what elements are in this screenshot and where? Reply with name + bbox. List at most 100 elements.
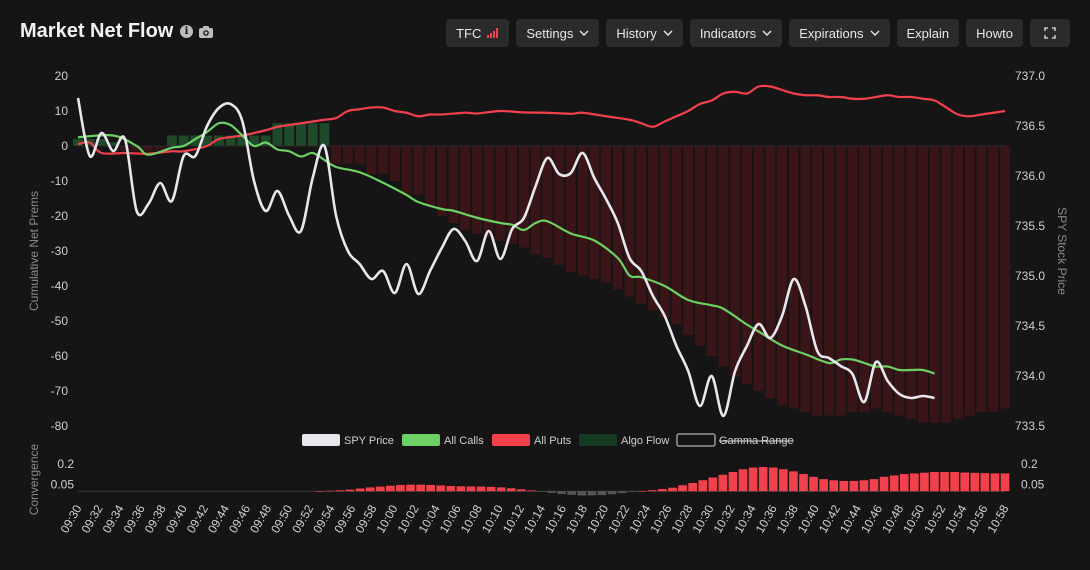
convergence-bar xyxy=(557,491,566,494)
algo-flow-bar xyxy=(354,146,365,164)
convergence-bar xyxy=(909,473,919,492)
legend-swatch[interactable] xyxy=(676,433,716,447)
algo-flow-bar xyxy=(941,146,952,423)
convergence-bar xyxy=(940,472,949,492)
algo-flow-bar xyxy=(296,123,306,146)
history-dropdown[interactable]: History xyxy=(606,19,683,47)
convergence-bar xyxy=(325,490,335,492)
y-tick-label: -80 xyxy=(51,419,69,433)
algo-flow-bar xyxy=(612,146,623,290)
algo-flow-bar xyxy=(272,123,283,146)
convergence-tick-right: 0.05 xyxy=(1021,477,1045,491)
convergence-bar xyxy=(627,491,637,493)
algo-flow-bar xyxy=(120,146,130,152)
chevron-down-icon xyxy=(870,30,879,36)
settings-dropdown[interactable]: Settings xyxy=(516,19,600,47)
convergence-bar xyxy=(446,486,456,492)
convergence-bars xyxy=(78,467,1010,496)
y2-tick-label: 737.0 xyxy=(1015,69,1045,83)
convergence-bar xyxy=(396,484,405,492)
algo-flow-bar xyxy=(507,146,518,244)
algo-flow-bar xyxy=(953,146,963,419)
algo-flow-bar xyxy=(143,146,154,152)
algo-flow-bar xyxy=(260,135,271,146)
legend-label[interactable]: Algo Flow xyxy=(621,435,669,447)
algo-flow-bar xyxy=(565,146,576,272)
legend-swatch[interactable] xyxy=(302,434,340,446)
algo-flow-bar xyxy=(683,146,694,335)
convergence-bar xyxy=(819,479,828,492)
legend-swatch[interactable] xyxy=(492,434,530,446)
algo-flow-bar xyxy=(917,146,928,423)
convergence-bar xyxy=(889,475,899,492)
legend-label[interactable]: All Puts xyxy=(534,435,572,447)
legend-label[interactable]: SPY Price xyxy=(344,435,394,447)
algo-flow-bar xyxy=(871,146,881,409)
algo-flow-bar xyxy=(577,146,588,276)
convergence-bar xyxy=(980,473,990,492)
algo-flow-bar xyxy=(378,146,389,174)
convergence-bar xyxy=(517,489,526,492)
algo-flow-bar xyxy=(237,135,248,146)
algo-flow-bar xyxy=(166,135,177,146)
convergence-bar xyxy=(678,485,687,492)
legend-label[interactable]: Gamma Range xyxy=(719,435,794,447)
convergence-bar xyxy=(315,490,325,492)
fullscreen-button[interactable] xyxy=(1030,19,1070,47)
legend-swatch[interactable] xyxy=(579,434,617,446)
chevron-down-icon xyxy=(762,30,772,36)
camera-icon[interactable] xyxy=(199,25,213,38)
algo-flow-bar xyxy=(202,135,213,146)
convergence-bar xyxy=(617,491,627,494)
algo-flow-bar xyxy=(835,146,846,416)
y-tick-label: -50 xyxy=(51,314,69,328)
y-tick-label: -30 xyxy=(51,244,69,258)
expirations-dropdown[interactable]: Expirations xyxy=(789,19,890,47)
algo-flow-bar xyxy=(706,146,717,356)
convergence-bar xyxy=(527,490,536,492)
algo-flow-bar xyxy=(413,146,424,195)
convergence-bar xyxy=(375,486,385,492)
y2-axis-title: SPY Stock Price xyxy=(1055,207,1069,295)
algo-flow-bar xyxy=(671,146,682,325)
y2-tick-label: 734.0 xyxy=(1015,369,1045,383)
tfc-button[interactable]: TFC xyxy=(446,19,510,47)
convergence-bar xyxy=(718,474,728,492)
convergence-bar xyxy=(839,480,849,492)
convergence-bar xyxy=(728,472,738,492)
explain-button[interactable]: Explain xyxy=(896,19,960,47)
algo-flow-bar xyxy=(636,146,647,304)
algo-flow-bar xyxy=(73,139,83,146)
y2-tick-label: 736.0 xyxy=(1015,169,1045,183)
algo-flow-bar xyxy=(648,146,658,311)
convergence-bar xyxy=(416,484,425,492)
convergence-bar xyxy=(698,480,708,492)
convergence-bar xyxy=(567,491,577,495)
convergence-bar xyxy=(637,490,647,492)
indicators-dropdown[interactable]: Indicators xyxy=(689,19,783,47)
convergence-bar xyxy=(768,467,778,492)
algo-flow-bar xyxy=(190,135,201,146)
y-tick-label: -70 xyxy=(51,384,69,398)
convergence-bar xyxy=(869,479,879,492)
algo-flow-bar xyxy=(155,146,166,152)
info-icon[interactable]: i xyxy=(180,25,193,38)
algo-flow-bar xyxy=(659,146,670,318)
convergence-bar xyxy=(587,491,597,496)
convergence-bar xyxy=(436,485,446,492)
y-tick-label: -20 xyxy=(51,209,69,223)
expand-icon xyxy=(1044,27,1056,39)
y2-tick-label: 736.5 xyxy=(1015,119,1045,133)
algo-flow-bar xyxy=(812,146,823,416)
convergence-tick-left: 0.2 xyxy=(57,457,74,471)
algo-flow-bar xyxy=(331,146,342,164)
convergence-bar xyxy=(668,487,677,492)
convergence-bar xyxy=(658,489,667,492)
algo-flow-bar xyxy=(448,146,459,223)
algo-flow-bar xyxy=(307,123,318,146)
legend-label[interactable]: All Calls xyxy=(444,435,484,447)
convergence-bar xyxy=(496,487,506,492)
howto-button[interactable]: Howto xyxy=(966,19,1023,47)
page-title: Market Net Flow xyxy=(20,20,174,42)
legend-swatch[interactable] xyxy=(402,434,440,446)
